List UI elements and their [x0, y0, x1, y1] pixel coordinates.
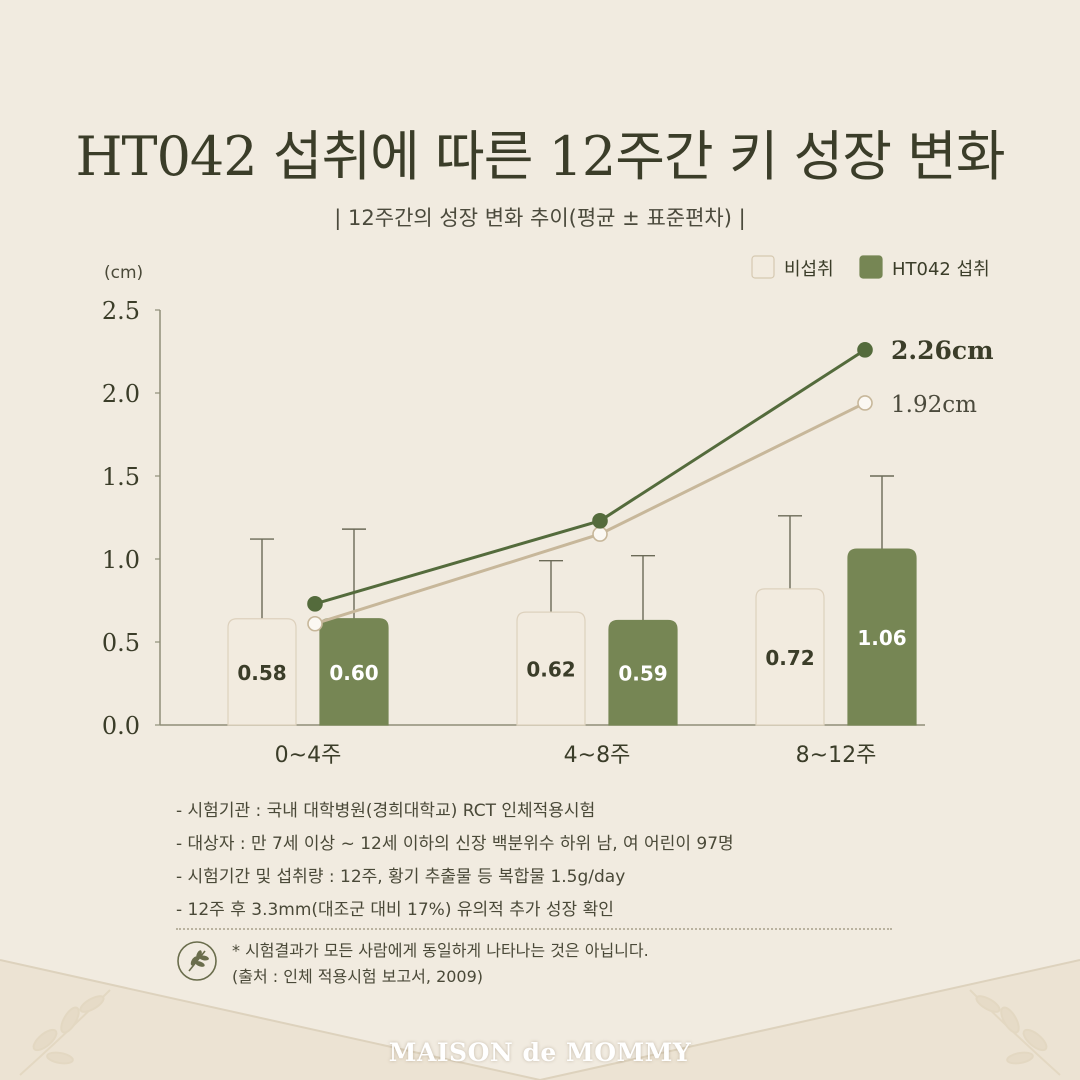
leaf-branch-icon — [177, 941, 217, 981]
note-item: - 대상자 : 만 7세 이상 ~ 12세 이하의 신장 백분위수 하위 남, … — [176, 834, 734, 854]
brand-logo-text: MAISON de MOMMY — [388, 1038, 692, 1067]
x-tick-label: 4~8주 — [564, 743, 631, 768]
chart-subtitle: | 12주간의 성장 변화 추이(평균 ± 표준편차) | — [334, 206, 746, 230]
y-tick-label: 0.5 — [102, 629, 140, 657]
source-text: (출처 : 인체 적용시험 보고서, 2009) — [232, 967, 484, 986]
line-point-control — [307, 615, 323, 632]
y-axis-unit-label: (cm) — [104, 263, 143, 283]
disclaimer-text: * 시험결과가 모든 사람에게 동일하게 나타나는 것은 아닙니다. — [232, 941, 649, 960]
legend-label: HT042 섭취 — [892, 259, 990, 280]
line-point-treatment — [592, 513, 608, 529]
bar-treatment — [847, 548, 917, 726]
bar-value-label: 0.60 — [329, 661, 378, 685]
bar-treatment — [608, 619, 678, 726]
leaf-decoration-left — [19, 989, 111, 1076]
disclaimer: * 시험결과가 모든 사람에게 동일하게 나타나는 것은 아닙니다. (출처 :… — [232, 938, 649, 990]
bottom-envelope-shape — [0, 960, 1080, 1080]
bar-value-label: 0.59 — [618, 662, 667, 686]
note-item: - 시험기관 : 국내 대학병원(경희대학교) RCT 인체적용시험 — [176, 801, 596, 821]
y-tick-label: 2.0 — [102, 380, 140, 408]
bar-value-label: 1.06 — [857, 626, 906, 650]
note-item: - 시험기간 및 섭취량 : 12주, 황기 추출물 등 복합물 1.5g/da… — [176, 867, 626, 887]
y-tick-label: 2.5 — [102, 297, 140, 325]
chart-title: HT042 섭취에 따른 12주간 키 성장 변화 — [75, 125, 1005, 188]
bar-control — [755, 588, 825, 726]
x-tick-label: 8~12주 — [796, 743, 877, 768]
bar-value-label: 0.72 — [765, 646, 814, 670]
bottom-envelope-edge — [0, 959, 1080, 1080]
legend-label: 비섭취 — [784, 259, 834, 280]
x-tick-label: 0~4주 — [275, 743, 342, 768]
legend-swatch-icon — [751, 255, 775, 279]
chart: (cm) 0.0 0.5 1.0 1.5 2.0 2.5 0~4주 0.58 0.60 4~8주 0.… — [102, 255, 994, 768]
note-item: - 12주 후 3.3mm(대조군 대비 17%) 유의적 추가 성장 확인 — [176, 900, 614, 920]
y-tick-label: 1.5 — [102, 463, 140, 491]
line-point-treatment — [307, 596, 323, 612]
notes-list: - 시험기관 : 국내 대학병원(경희대학교) RCT 인체적용시험 - 대상자… — [176, 795, 896, 927]
line-treatment — [314, 348, 866, 606]
notes-divider — [176, 928, 892, 930]
line-point-control — [857, 395, 873, 411]
bar-control — [227, 618, 297, 726]
legend-swatch-icon — [859, 255, 883, 279]
y-tick-label: 1.0 — [102, 546, 140, 574]
leaf-decoration-right — [969, 989, 1061, 1076]
line-end-label: 1.92cm — [891, 392, 977, 418]
line-point-treatment — [857, 342, 873, 358]
line-point-control — [592, 526, 608, 542]
bar-value-label: 0.58 — [237, 661, 286, 685]
y-tick-label: 0.0 — [102, 712, 140, 740]
bar-control — [516, 611, 586, 726]
bar-value-label: 0.62 — [526, 658, 575, 682]
line-end-label: 2.26cm — [891, 336, 994, 365]
